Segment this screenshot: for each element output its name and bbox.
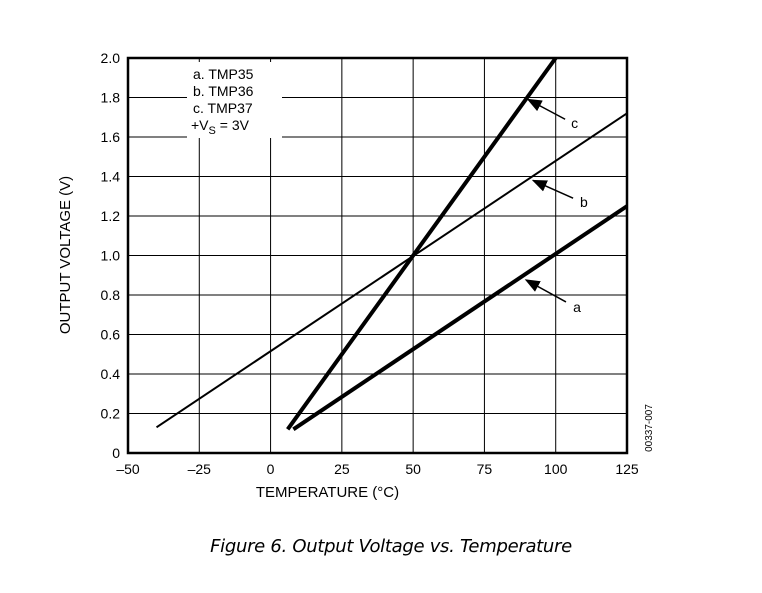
y-tick-label: 1.6 <box>101 129 121 145</box>
y-tick-label: 0.8 <box>101 287 121 303</box>
y-axis-label: OUTPUT VOLTAGE (V) <box>57 176 74 334</box>
y-tick-label: 1.8 <box>101 90 121 106</box>
x-tick-label: 125 <box>615 461 639 477</box>
figure-code: 00337-007 <box>644 404 655 452</box>
legend-box <box>187 62 282 138</box>
annotation-label-c: c <box>571 115 578 131</box>
y-tick-label: 2.0 <box>101 50 121 66</box>
legend-entry-2: b. TMP36 <box>193 83 254 99</box>
annotation-arrow-b <box>531 179 574 199</box>
series-line-a <box>292 204 629 431</box>
series-line-c <box>286 56 558 431</box>
x-tick-label: 25 <box>334 461 350 477</box>
y-tick-label: 0.4 <box>101 366 121 382</box>
y-tick-label: 1.0 <box>101 248 121 264</box>
annotation-arrow-c <box>526 98 566 120</box>
series-line-b <box>155 112 628 429</box>
y-tick-label: 1.2 <box>101 208 121 224</box>
plot-frame <box>126 56 629 455</box>
x-tick-label: 0 <box>267 461 275 477</box>
x-tick-label: 100 <box>544 461 568 477</box>
legend-entry-3: c. TMP37 <box>193 100 253 116</box>
y-tick-label: 0 <box>112 445 120 461</box>
y-tick-label: 0.6 <box>101 327 121 343</box>
annotation-label-b: b <box>580 194 588 210</box>
annotation-arrow-a <box>524 279 567 303</box>
x-tick-label: 75 <box>477 461 493 477</box>
y-tick-label: 1.4 <box>101 169 121 185</box>
x-tick-label: –25 <box>188 461 212 477</box>
y-tick-label: 0.2 <box>101 406 121 422</box>
figure-caption: Figure 6. Output Voltage vs. Temperature <box>210 536 572 557</box>
legend-supply: +VS = 3V <box>191 117 250 137</box>
x-axis-label: TEMPERATURE (°C) <box>256 484 399 501</box>
legend-entry-1: a. TMP35 <box>193 66 254 82</box>
annotation-label-a: a <box>573 299 581 315</box>
x-tick-label: 50 <box>405 461 421 477</box>
x-tick-label: –50 <box>116 461 140 477</box>
